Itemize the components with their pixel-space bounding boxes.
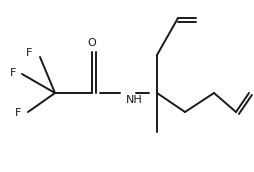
Text: F: F (15, 108, 21, 118)
Text: F: F (10, 68, 16, 78)
Text: F: F (26, 48, 32, 58)
Text: NH: NH (126, 95, 142, 105)
Text: O: O (88, 38, 96, 48)
